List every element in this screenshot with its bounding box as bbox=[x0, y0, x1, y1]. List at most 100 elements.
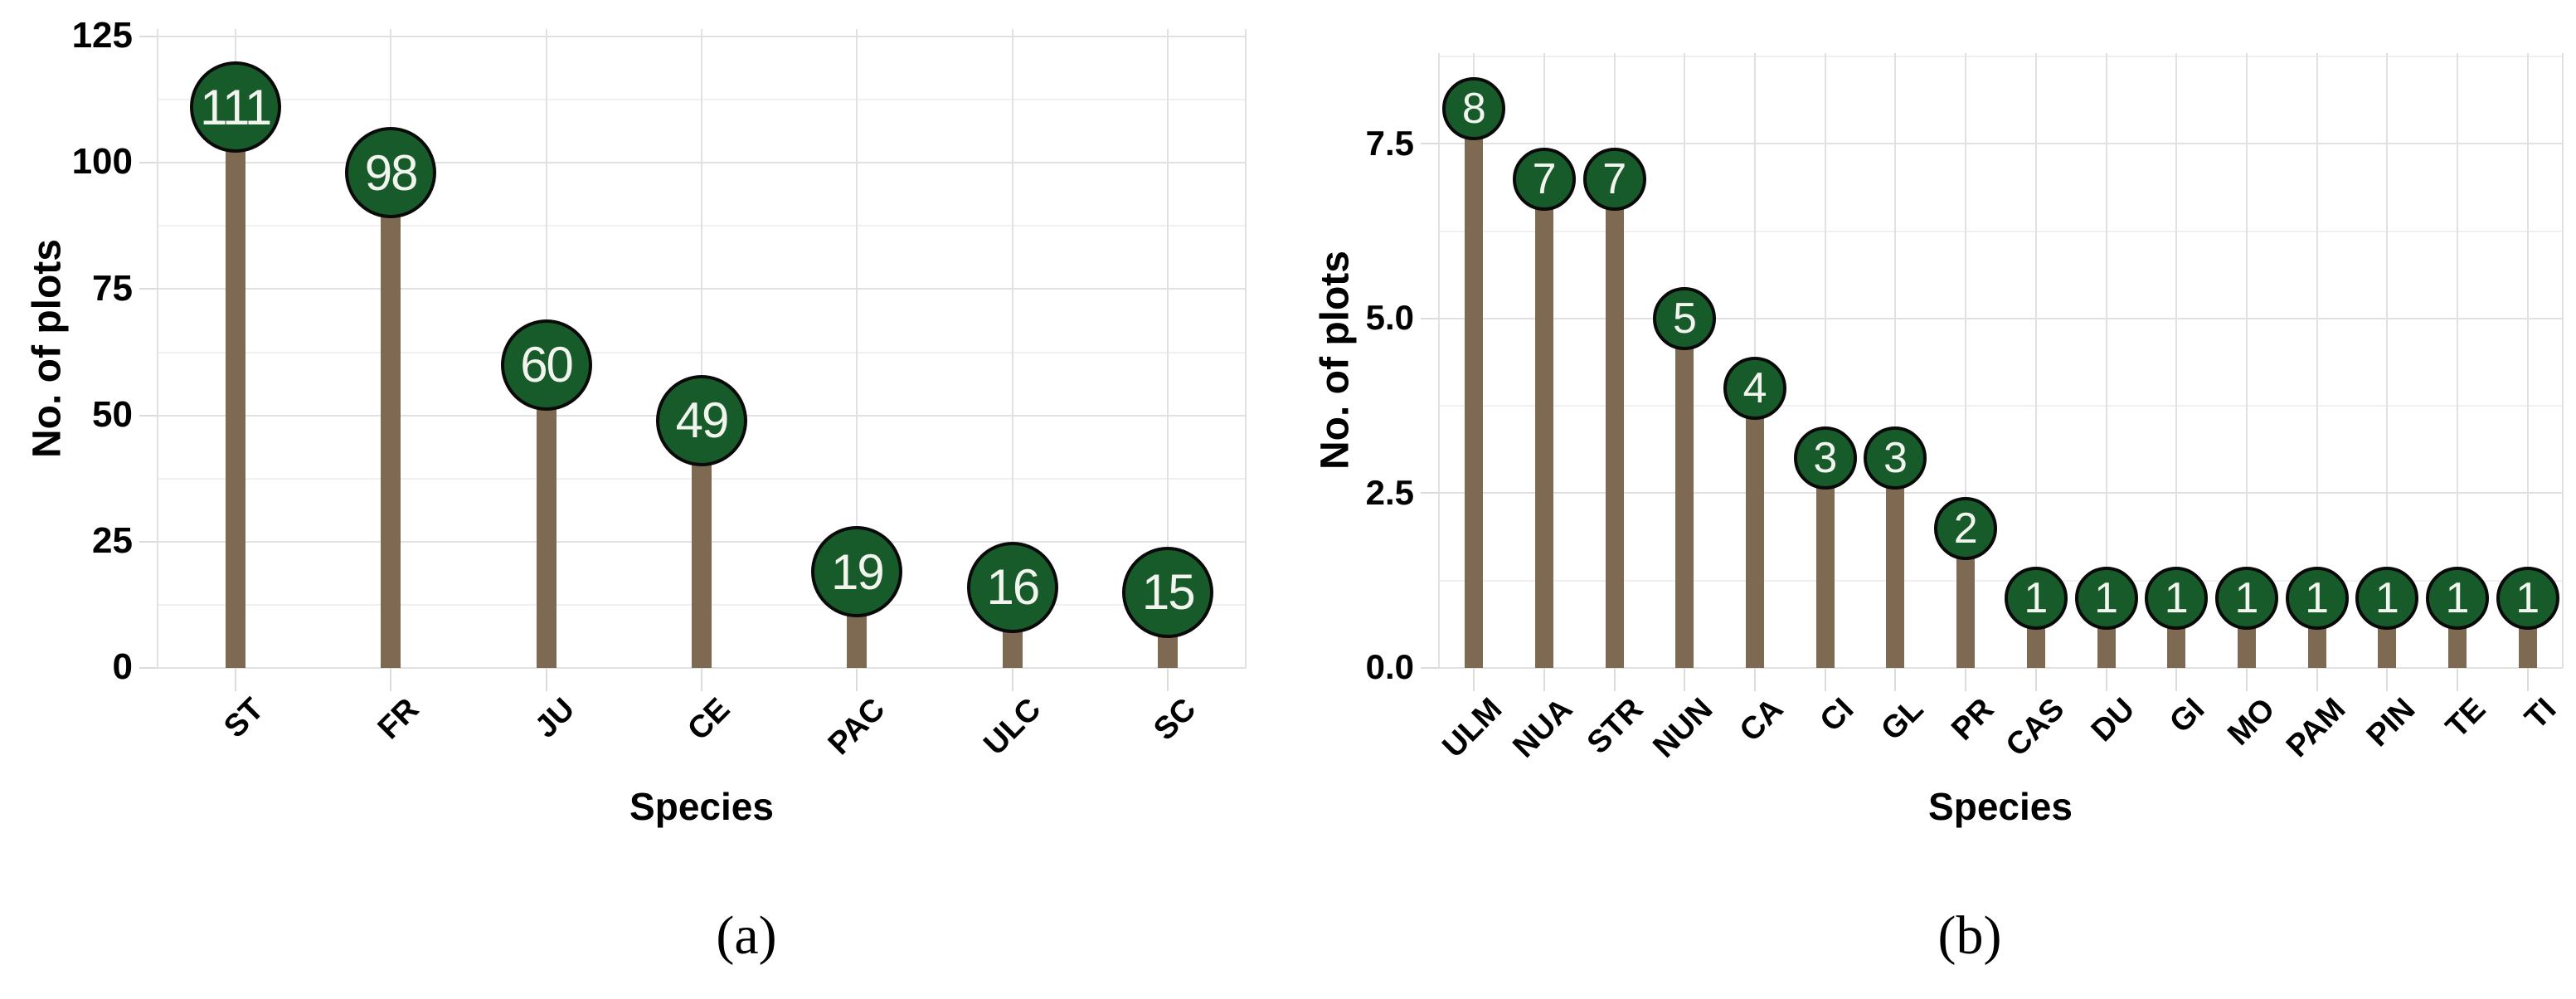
marker-value: 15 bbox=[1141, 564, 1196, 621]
lollipop-stem bbox=[225, 107, 245, 668]
x-tick-mark bbox=[1965, 668, 1967, 691]
y-tick-mark bbox=[139, 288, 158, 290]
x-category-label: SC bbox=[1147, 691, 1203, 748]
x-category-label: GL bbox=[1874, 691, 1931, 748]
y-tick-mark bbox=[139, 667, 158, 669]
y-tick-mark bbox=[139, 36, 158, 38]
y-tick-mark bbox=[1421, 667, 1439, 669]
x-category-label: PIN bbox=[2360, 691, 2423, 754]
x-tick-mark bbox=[2386, 668, 2389, 691]
marker-value: 19 bbox=[831, 543, 885, 600]
lollipop-marker: 1 bbox=[2145, 566, 2209, 630]
x-tick-mark bbox=[2526, 668, 2529, 691]
x-category-label: PAM bbox=[2279, 691, 2352, 765]
x-tick-mark bbox=[2034, 668, 2037, 691]
minor-gridline bbox=[158, 225, 1246, 227]
y-tick-label: 50 bbox=[92, 393, 133, 435]
x-category-label: FR bbox=[371, 691, 426, 747]
y-tick-label: 0 bbox=[112, 646, 133, 688]
x-category-label: CA bbox=[1733, 691, 1791, 749]
x-tick-mark bbox=[2245, 668, 2248, 691]
lollipop-stem bbox=[1605, 178, 1624, 668]
x-category-label: NUN bbox=[1646, 691, 1720, 765]
lollipop-stem bbox=[1675, 318, 1694, 668]
x-tick-mark bbox=[1894, 668, 1897, 691]
x-tick-mark bbox=[1011, 668, 1013, 691]
x-category-label: JU bbox=[527, 691, 581, 745]
x-category-label: DU bbox=[2084, 691, 2141, 749]
lollipop-stem bbox=[1465, 109, 1484, 668]
lollipop-stem bbox=[1886, 458, 1905, 668]
panel-label: (b) bbox=[1937, 905, 2002, 966]
lollipop-marker: 15 bbox=[1122, 546, 1214, 638]
lollipop-marker: 49 bbox=[656, 374, 747, 466]
edge-gridline bbox=[157, 29, 158, 668]
x-tick-mark bbox=[2105, 668, 2107, 691]
major-gridline bbox=[158, 288, 1246, 290]
marker-value: 49 bbox=[675, 392, 730, 449]
lollipop-marker: 1 bbox=[2496, 566, 2559, 630]
lollipop-marker: 111 bbox=[189, 61, 281, 154]
y-tick-label: 0.0 bbox=[1365, 647, 1414, 687]
x-category-label: PAC bbox=[822, 691, 892, 763]
edge-gridline bbox=[2562, 53, 2564, 668]
minor-gridline bbox=[158, 99, 1246, 101]
lollipop-marker: 60 bbox=[500, 319, 592, 411]
marker-value: 3 bbox=[1883, 434, 1908, 483]
lollipop-marker: 1 bbox=[2425, 566, 2489, 630]
y-tick-label: 100 bbox=[71, 141, 133, 183]
lollipop-marker: 1 bbox=[2355, 566, 2419, 630]
marker-value: 1 bbox=[2515, 573, 2540, 622]
x-tick-mark bbox=[1824, 668, 1826, 691]
lollipop-marker: 98 bbox=[345, 127, 437, 219]
marker-value: 2 bbox=[1953, 504, 1978, 553]
y-tick-label: 5.0 bbox=[1365, 298, 1414, 338]
lollipop-stem bbox=[1815, 458, 1835, 668]
x-axis-title: Species bbox=[629, 785, 774, 828]
x-tick-mark bbox=[1754, 668, 1757, 691]
y-tick-label: 125 bbox=[71, 15, 133, 56]
y-tick-mark bbox=[139, 540, 158, 543]
y-tick-label: 25 bbox=[92, 519, 133, 561]
lollipop-stem bbox=[381, 173, 401, 668]
x-category-label: ULC bbox=[977, 691, 1048, 763]
x-category-label: ULM bbox=[1436, 691, 1509, 765]
edge-gridline bbox=[1438, 53, 1440, 668]
major-gridline bbox=[158, 36, 1246, 38]
x-tick-mark bbox=[2456, 668, 2458, 691]
x-category-label: GI bbox=[2163, 691, 2212, 740]
lollipop-stem bbox=[1535, 178, 1554, 668]
major-gridline bbox=[1439, 143, 2563, 145]
marker-value: 8 bbox=[1461, 85, 1486, 134]
minor-gridline bbox=[1439, 56, 2563, 58]
marker-value: 60 bbox=[520, 337, 574, 393]
edge-gridline bbox=[1245, 29, 1247, 668]
x-category-label: STR bbox=[1580, 691, 1650, 762]
x-tick-mark bbox=[2316, 668, 2318, 691]
x-category-label: ST bbox=[216, 691, 270, 745]
x-tick-mark bbox=[1543, 668, 1546, 691]
x-category-label: MO bbox=[2221, 691, 2282, 753]
y-tick-label: 2.5 bbox=[1365, 472, 1414, 512]
y-tick-mark bbox=[1421, 143, 1439, 145]
x-tick-mark bbox=[856, 668, 858, 691]
x-tick-mark bbox=[1167, 668, 1169, 691]
chart-panel-a: No. of plots 111 98 60 49 19 16 15 Species (a)… bbox=[26, 15, 1247, 966]
marker-value: 1 bbox=[2234, 573, 2259, 622]
marker-value: 16 bbox=[986, 559, 1040, 616]
marker-value: 98 bbox=[364, 144, 419, 201]
x-tick-mark bbox=[234, 668, 236, 691]
lollipop-marker: 5 bbox=[1653, 286, 1717, 350]
x-axis-title: Species bbox=[1928, 785, 2073, 828]
x-category-label: TE bbox=[2439, 691, 2493, 745]
marker-value: 3 bbox=[1813, 434, 1838, 483]
x-category-label: CI bbox=[1813, 691, 1861, 739]
x-tick-mark bbox=[1473, 668, 1475, 691]
lollipop-marker: 3 bbox=[1793, 426, 1857, 490]
marker-value: 7 bbox=[1602, 154, 1627, 203]
x-category-label: TI bbox=[2518, 691, 2563, 737]
lollipop-marker: 1 bbox=[2004, 566, 2068, 630]
panel-label: (a) bbox=[716, 905, 777, 966]
